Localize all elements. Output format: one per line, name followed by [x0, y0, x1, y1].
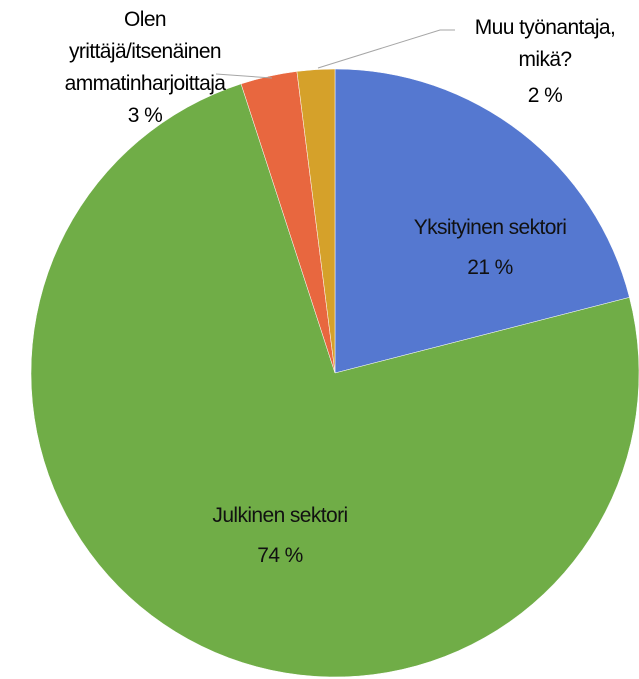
- slice-label: Olen yrittäjä/itsenäinen ammatinharjoitt…: [64, 8, 226, 95]
- slice-value-label: 3 %: [127, 104, 163, 127]
- leader-line: [317, 29, 455, 69]
- slice-value-label: 2 %: [527, 84, 563, 107]
- slice-value-label: 74 %: [257, 544, 303, 567]
- pie-slice: [30, 83, 639, 678]
- slice-label: Yksityinen sektori: [413, 216, 567, 239]
- slice-label: Julkinen sektori: [212, 504, 348, 527]
- pie-slice: [334, 68, 630, 374]
- slice-value-label: 21 %: [467, 256, 513, 279]
- pie-slice: [296, 68, 336, 374]
- leader-line: [215, 73, 273, 79]
- slice-label: Muu työnantaja, mikä?: [474, 16, 616, 71]
